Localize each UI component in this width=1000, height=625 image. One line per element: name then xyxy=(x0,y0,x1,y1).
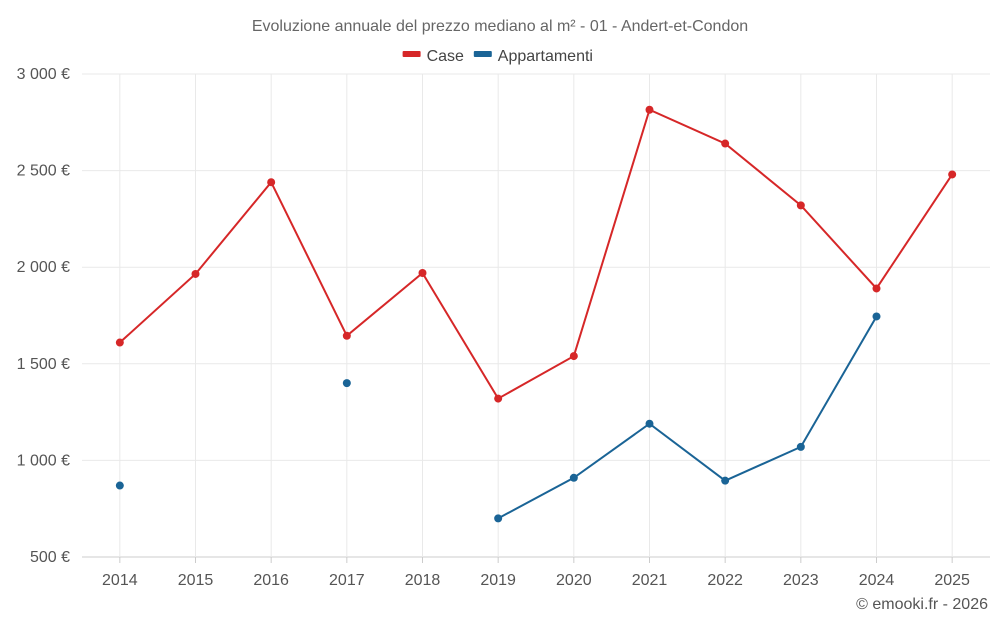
data-point xyxy=(796,442,805,451)
data-point xyxy=(721,139,730,148)
series-case xyxy=(115,105,957,403)
y-tick-label: 3 000 € xyxy=(17,66,70,83)
data-point xyxy=(721,476,730,485)
y-tick-label: 2 000 € xyxy=(17,259,70,276)
data-point xyxy=(115,481,124,490)
data-point xyxy=(569,352,578,361)
x-tick-label: 2020 xyxy=(556,572,592,589)
series-appartamenti xyxy=(115,312,881,523)
data-point xyxy=(342,331,351,340)
data-point xyxy=(418,268,427,277)
y-axis: 500 € 1 000 € 1 500 € 2 000 € 2 500 € 3 000 € xyxy=(17,66,70,566)
y-tick-label: 2 500 € xyxy=(17,163,70,180)
grid xyxy=(82,73,990,563)
y-tick-label: 500 € xyxy=(30,549,70,566)
x-axis: 2014 2015 2016 2017 2018 2019 2020 2021 2022 2023… xyxy=(102,572,970,589)
legend: Case Appartamenti xyxy=(402,48,593,65)
x-tick-label: 2016 xyxy=(253,572,289,589)
x-tick-label: 2014 xyxy=(102,572,138,589)
legend-label[interactable]: Appartamenti xyxy=(498,48,593,65)
chart-title: Evoluzione annuale del prezzo mediano al… xyxy=(252,18,748,35)
y-tick-label: 1 000 € xyxy=(17,452,70,469)
legend-swatch xyxy=(402,51,421,57)
x-tick-label: 2018 xyxy=(405,572,441,589)
x-tick-label: 2021 xyxy=(632,572,668,589)
data-point xyxy=(494,514,503,523)
data-point xyxy=(115,338,124,347)
x-tick-label: 2015 xyxy=(178,572,214,589)
x-tick-label: 2025 xyxy=(934,572,970,589)
data-point xyxy=(569,473,578,482)
credit-text: © emooki.fr - 2026 xyxy=(856,596,988,613)
data-point xyxy=(645,419,654,428)
data-point xyxy=(645,105,654,114)
data-point xyxy=(267,178,276,187)
legend-label[interactable]: Case xyxy=(427,48,464,65)
x-tick-label: 2017 xyxy=(329,572,365,589)
data-point xyxy=(342,379,351,388)
data-point xyxy=(191,269,200,278)
data-point xyxy=(494,394,503,403)
series-line xyxy=(119,108,953,400)
x-tick-label: 2023 xyxy=(783,572,819,589)
x-tick-label: 2019 xyxy=(480,572,516,589)
data-point xyxy=(948,170,957,179)
x-tick-label: 2022 xyxy=(707,572,743,589)
y-tick-label: 1 500 € xyxy=(17,356,70,373)
data-point xyxy=(796,201,805,210)
series-layer xyxy=(115,105,957,523)
series-line xyxy=(497,315,878,520)
data-point xyxy=(872,284,881,293)
legend-swatch xyxy=(473,51,492,57)
x-tick-label: 2024 xyxy=(859,572,895,589)
data-point xyxy=(872,312,881,321)
